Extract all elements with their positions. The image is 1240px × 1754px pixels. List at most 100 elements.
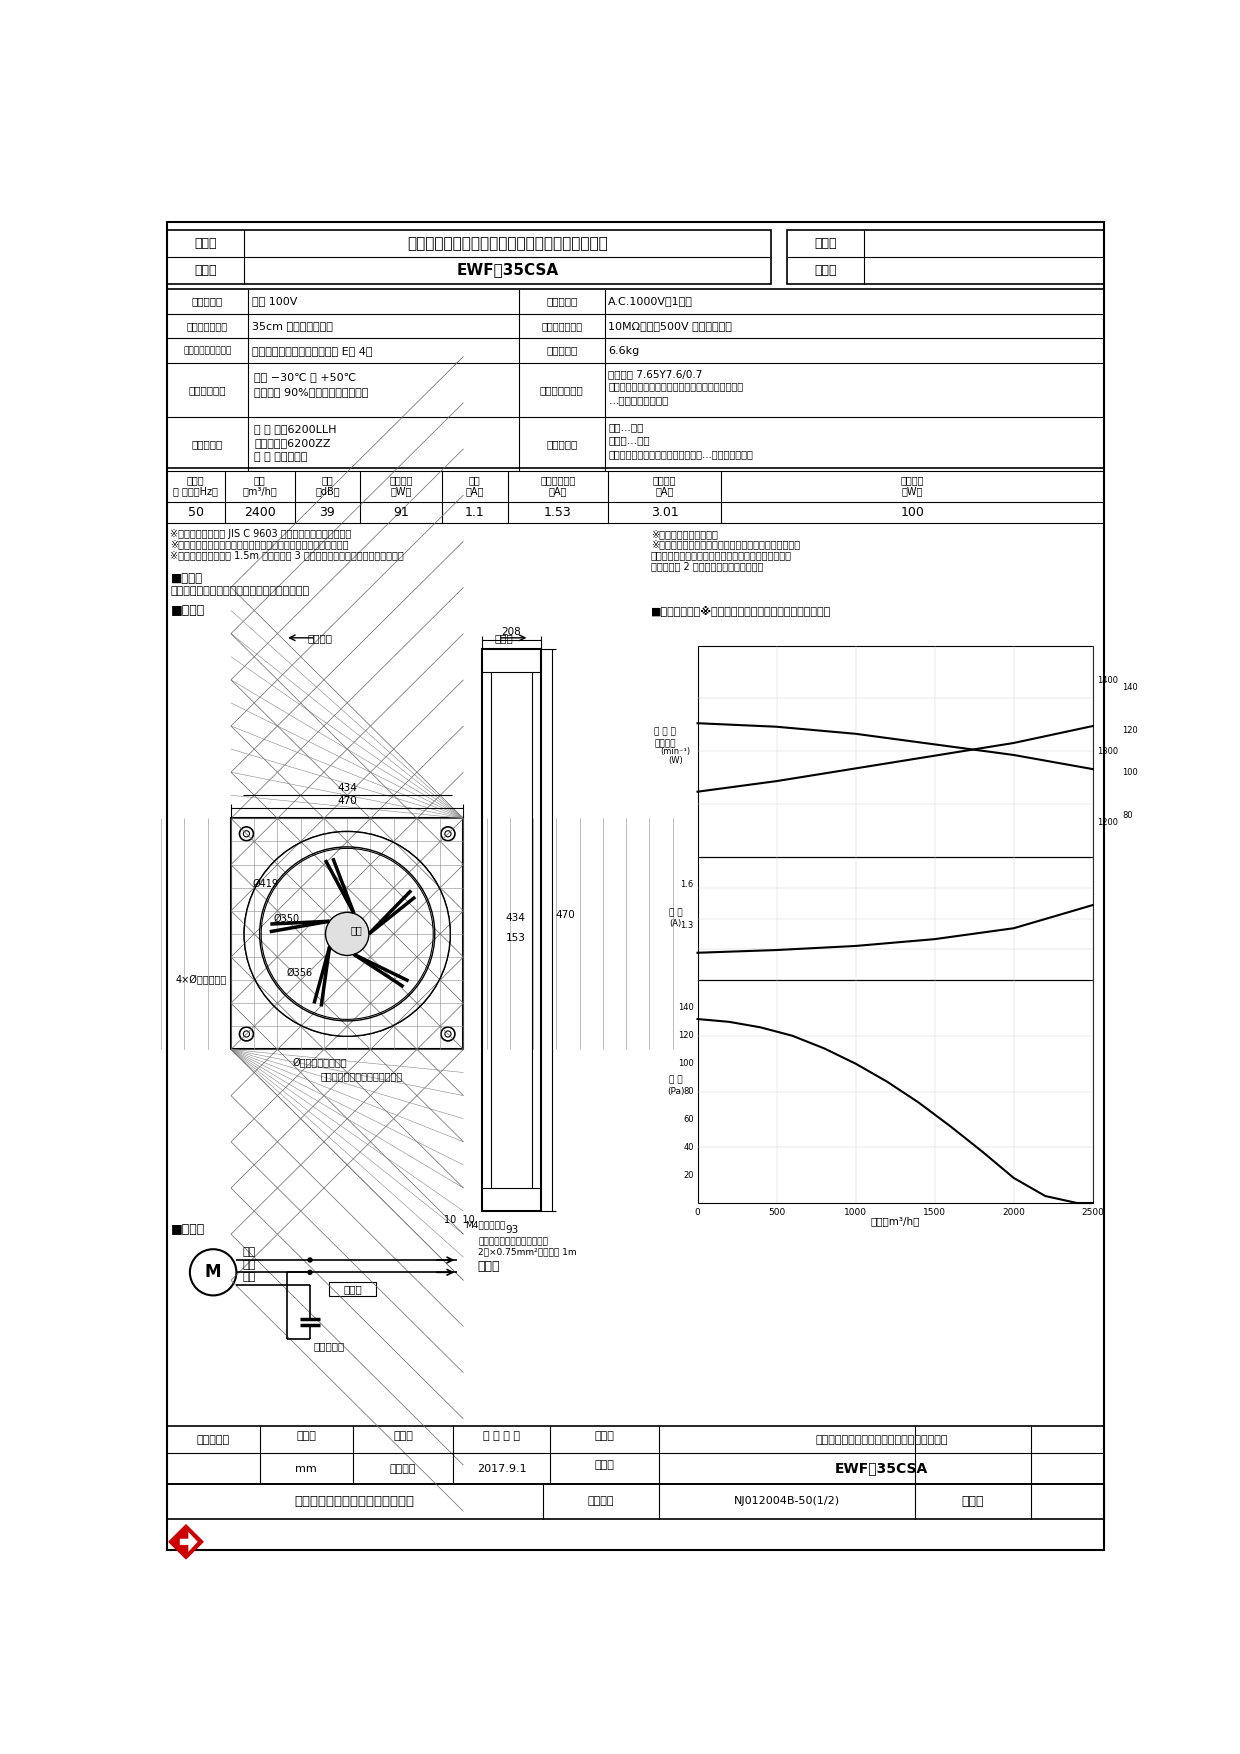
Text: 羽根…鋼板: 羽根…鋼板 [609,423,644,433]
Polygon shape [180,1531,197,1552]
Text: シロ: シロ [243,1247,255,1258]
Circle shape [441,1028,455,1040]
Text: 回転方向: 回転方向 [308,633,332,642]
Text: 尺　度: 尺 度 [393,1431,413,1442]
Text: 絶　縁　抵　抗: 絶 縁 抵 抗 [542,321,583,332]
Bar [166,1426,1105,1484]
Text: 三菱電機株式会社　中津川製作所: 三菱電機株式会社 中津川製作所 [295,1494,414,1508]
Text: NJ012004B-50(1/2): NJ012004B-50(1/2) [734,1496,839,1507]
Text: mm: mm [295,1463,317,1473]
Bar [697,645,1092,858]
Text: 1400: 1400 [1096,677,1117,686]
Text: 50: 50 [187,505,203,519]
Text: 208: 208 [502,628,521,637]
Bar [697,980,1092,1203]
Text: （W）: （W） [391,486,412,496]
Text: 100: 100 [1122,768,1138,777]
Text: 80: 80 [683,1087,693,1096]
Text: ２ページ目の注意事項を必ずご参照ください。: ２ページ目の注意事項を必ずご参照ください。 [171,586,310,596]
Text: M4アースネジ: M4アースネジ [465,1221,505,1230]
Text: ※公称出力はおよその目安です。ブレーカや過負荷保護: ※公称出力はおよその目安です。ブレーカや過負荷保護 [651,540,800,549]
Text: 電動式シャッターコード取出用: 電動式シャッターコード取出用 [320,1072,402,1082]
Text: 材　　　料: 材 料 [547,438,578,449]
Text: Ø356: Ø356 [286,968,312,977]
Text: 整理番号: 整理番号 [588,1496,614,1507]
Text: 使用周囲条件: 使用周囲条件 [188,384,226,395]
Text: 1000: 1000 [844,1209,867,1217]
Text: 1.6: 1.6 [681,881,693,889]
Text: 60: 60 [683,1116,693,1124]
Text: Ø419: Ø419 [253,879,279,889]
Text: Ø１３ノックアウト: Ø１３ノックアウト [293,1058,347,1068]
Text: 電流: 電流 [469,475,481,484]
Text: 1200: 1200 [1096,817,1117,826]
Text: ■特性曲線図　※風量はオリフィスチャンバー法による。: ■特性曲線図 ※風量はオリフィスチャンバー法による。 [651,605,831,616]
Circle shape [326,912,370,956]
Text: 39: 39 [320,505,335,519]
Text: 1.1: 1.1 [465,505,485,519]
Text: 1500: 1500 [923,1209,946,1217]
Text: 80: 80 [1122,810,1133,819]
Text: 電　動　機　形　式: 電 動 機 形 式 [184,346,232,354]
Text: 100: 100 [900,505,925,519]
Text: (W): (W) [668,756,683,765]
Text: （m³/h）: （m³/h） [242,486,277,496]
Text: 非比例尺: 非比例尺 [389,1463,417,1473]
Bar [786,230,1105,284]
Text: 特 性　（Hz）: 特 性 （Hz） [174,486,218,496]
Text: 単相 100V: 単相 100V [252,296,298,307]
Text: (Pa): (Pa) [667,1087,684,1096]
Text: 取付足…平鋼: 取付足…平鋼 [609,435,650,446]
Text: （詳細は 2 ページをご参照ください）: （詳細は 2 ページをご参照ください） [651,561,764,572]
Text: ■お願い: ■お願い [171,572,202,586]
Text: 色調・塗装仕様: 色調・塗装仕様 [539,384,584,395]
Text: 1.3: 1.3 [681,921,693,930]
Text: 台　数: 台 数 [815,237,837,249]
Text: 記　号: 記 号 [815,263,837,277]
Text: 10MΩ以上（500V 絶縁抵抗計）: 10MΩ以上（500V 絶縁抵抗計） [609,321,733,332]
Text: 全閉形コンデンサ誘導電動機 E種 4極: 全閉形コンデンサ誘導電動機 E種 4極 [252,346,372,356]
Text: 4×Ø１０取付穴: 4×Ø１０取付穴 [176,975,227,986]
Text: Ø350: Ø350 [274,914,300,924]
Text: 消費電力: 消費電力 [389,475,413,484]
Text: M: M [205,1263,222,1282]
Text: マンセル 7.65Y7.6/0.7: マンセル 7.65Y7.6/0.7 [609,368,703,379]
Bar [697,858,1092,980]
Text: EWF－35CSA: EWF－35CSA [456,263,559,277]
Text: （A）: （A） [465,486,484,496]
Text: 公称出力: 公称出力 [900,475,924,484]
Text: 6.6kg: 6.6kg [609,346,640,356]
Text: 起動電流: 起動電流 [652,475,676,484]
Text: 装置の選定は最大負荷電流値で選定してください。: 装置の選定は最大負荷電流値で選定してください。 [651,551,792,561]
Text: 3.01: 3.01 [651,505,678,519]
Text: ※風量・消費電力は JIS C 9603 に基づき測定した値です。: ※風量・消費電力は JIS C 9603 に基づき測定した値です。 [171,530,352,538]
Circle shape [336,923,358,945]
Text: （A）: （A） [656,486,673,496]
Text: …ポリエステル塗装: …ポリエステル塗装 [609,395,668,405]
Text: 120: 120 [1122,726,1138,735]
Text: （dB）: （dB） [315,486,340,496]
Circle shape [244,831,450,1037]
Text: 0: 0 [694,1209,701,1217]
Text: 形　名: 形 名 [594,1459,615,1470]
Text: ※騒音は正面と側面に 1.5m 離れた地点 3 点を無響室にて測定した平均値です。: ※騒音は正面と側面に 1.5m 離れた地点 3 点を無響室にて測定した平均値です… [171,551,404,561]
Text: 470: 470 [556,910,575,919]
Text: 三菱産業用有圧換気扇（低騒音形・排気タイプ）: 三菱産業用有圧換気扇（低騒音形・排気タイプ） [407,235,608,251]
Text: 1300: 1300 [1096,747,1117,756]
Text: 相対湿度 90%以下（常温）屋内用: 相対湿度 90%以下（常温）屋内用 [254,388,368,396]
Bar [330,1282,376,1296]
Text: 玉　軸　受: 玉 軸 受 [192,438,223,449]
Text: 単　位: 単 位 [296,1431,316,1442]
Text: 静 圧: 静 圧 [670,1075,682,1084]
Text: 91: 91 [393,505,409,519]
Text: 10  10: 10 10 [444,1216,474,1224]
Text: 2017.9.1: 2017.9.1 [477,1463,527,1473]
Text: コード: コード [343,1284,362,1294]
Text: 1.53: 1.53 [544,505,572,519]
Text: 第３角図法: 第３角図法 [197,1435,229,1445]
Text: 負 荷 側　6200LLH: 負 荷 側 6200LLH [254,424,337,435]
Text: 品　名: 品 名 [195,237,217,249]
Text: （W）: （W） [901,486,924,496]
Text: 最大負荷電流: 最大負荷電流 [541,475,575,484]
Text: 20: 20 [683,1170,693,1180]
